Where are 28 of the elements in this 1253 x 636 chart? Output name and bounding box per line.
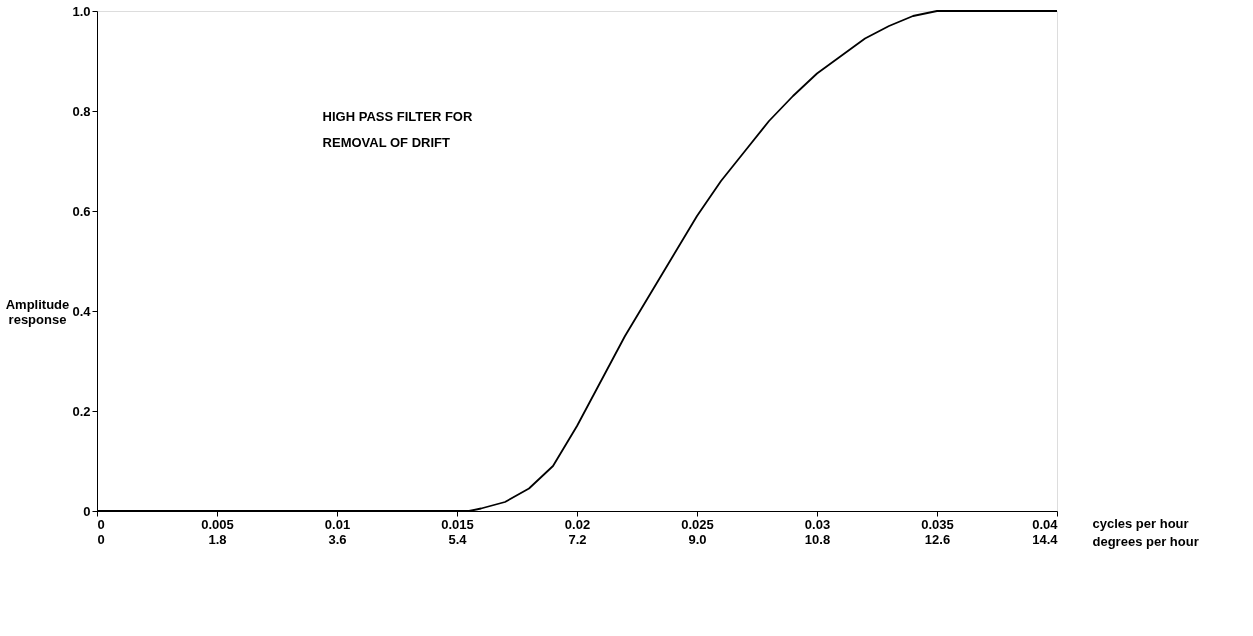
x-tick-label: 0.025: [681, 516, 714, 532]
y-tick-label: 0.6: [72, 203, 91, 219]
x2-tick-label: 1.8: [208, 531, 227, 547]
y-tick-label: 0.2: [72, 403, 91, 419]
x2-tick-label: 5.4: [448, 531, 468, 547]
x-tick-label: 0: [97, 516, 105, 532]
y-tick-label: 0.8: [72, 103, 91, 119]
x2-tick-label: 9.0: [688, 531, 707, 547]
y-tick-label: 0.4: [72, 303, 92, 319]
y-axis-title: Amplitude response: [5, 296, 70, 327]
y-tick-label: 1.0: [72, 3, 91, 19]
x-tick-label: 0.01: [324, 516, 351, 532]
x-tick-label: 0.03: [804, 516, 831, 532]
x2-tick-label: 3.6: [328, 531, 347, 547]
x2-tick-label: 12.6: [924, 531, 951, 547]
x-tick-label: 0.005: [201, 516, 234, 532]
x2-tick-label: 7.2: [568, 531, 587, 547]
x2-tick-label: 10.8: [804, 531, 831, 547]
x-tick-label: 0.015: [441, 516, 474, 532]
x-axis-title: cycles per hour: [1092, 515, 1189, 531]
x-tick-label: 0.02: [564, 516, 591, 532]
x2-tick-label: 0: [97, 531, 105, 547]
x2-tick-label: 14.4: [1032, 531, 1059, 547]
x-tick-label: 0.035: [921, 516, 954, 532]
annotation: HIGH PASS FILTER FOR REMOVAL OF DRIFT: [322, 109, 473, 150]
x2-axis-title: degrees per hour: [1092, 533, 1199, 549]
x-tick-label: 0.04: [1032, 516, 1059, 532]
y-tick-label: 0: [83, 503, 91, 519]
